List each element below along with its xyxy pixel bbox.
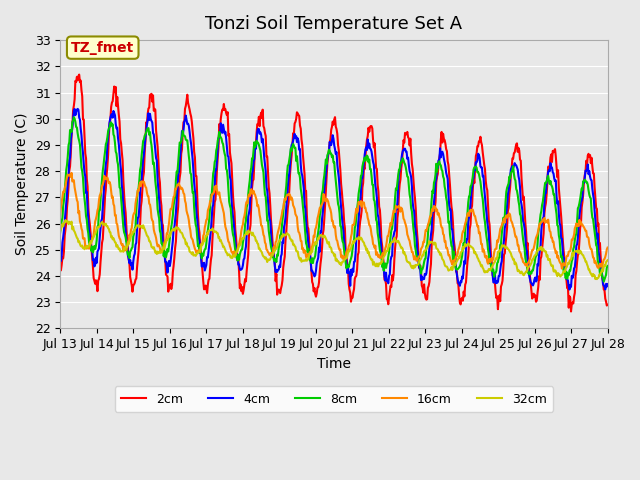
2cm: [76, 72, 83, 77]
Line: 32cm: 32cm: [60, 220, 607, 279]
32cm: [208, 227, 216, 233]
16cm: [208, 192, 216, 197]
4cm: [401, 146, 409, 152]
2cm: [417, 269, 425, 275]
4cm: [604, 281, 611, 287]
2cm: [66, 164, 74, 169]
16cm: [401, 220, 409, 226]
32cm: [417, 256, 425, 262]
4cm: [74, 106, 81, 112]
Legend: 2cm, 4cm, 8cm, 16cm, 32cm: 2cm, 4cm, 8cm, 16cm, 32cm: [115, 386, 553, 412]
4cm: [417, 277, 425, 283]
Line: 8cm: 8cm: [60, 117, 607, 282]
16cm: [66, 171, 74, 177]
16cm: [417, 246, 425, 252]
32cm: [56, 228, 64, 234]
16cm: [604, 245, 611, 251]
8cm: [179, 128, 187, 134]
32cm: [401, 252, 409, 258]
8cm: [401, 161, 409, 167]
Y-axis label: Soil Temperature (C): Soil Temperature (C): [15, 113, 29, 255]
4cm: [66, 155, 74, 160]
16cm: [68, 170, 76, 176]
8cm: [600, 279, 607, 285]
Line: 16cm: 16cm: [60, 173, 607, 269]
X-axis label: Time: Time: [317, 357, 351, 371]
2cm: [179, 130, 187, 135]
8cm: [208, 192, 216, 198]
32cm: [67, 221, 75, 227]
4cm: [56, 255, 64, 261]
4cm: [208, 216, 216, 222]
4cm: [179, 132, 187, 138]
2cm: [567, 309, 575, 314]
2cm: [56, 266, 64, 272]
8cm: [604, 263, 611, 269]
16cm: [179, 187, 187, 192]
32cm: [61, 217, 69, 223]
16cm: [558, 266, 566, 272]
8cm: [70, 114, 77, 120]
8cm: [124, 248, 131, 254]
8cm: [66, 127, 74, 133]
8cm: [56, 230, 64, 236]
16cm: [56, 212, 64, 218]
32cm: [124, 244, 131, 250]
16cm: [124, 243, 131, 249]
32cm: [593, 276, 601, 282]
2cm: [208, 252, 216, 258]
Line: 4cm: 4cm: [60, 109, 607, 289]
32cm: [179, 232, 187, 238]
8cm: [417, 271, 425, 276]
2cm: [401, 130, 409, 136]
Title: Tonzi Soil Temperature Set A: Tonzi Soil Temperature Set A: [205, 15, 463, 33]
4cm: [124, 240, 131, 246]
4cm: [566, 287, 573, 292]
2cm: [124, 239, 131, 244]
2cm: [604, 302, 611, 308]
32cm: [604, 257, 611, 263]
Line: 2cm: 2cm: [60, 74, 607, 312]
Text: TZ_fmet: TZ_fmet: [71, 41, 134, 55]
